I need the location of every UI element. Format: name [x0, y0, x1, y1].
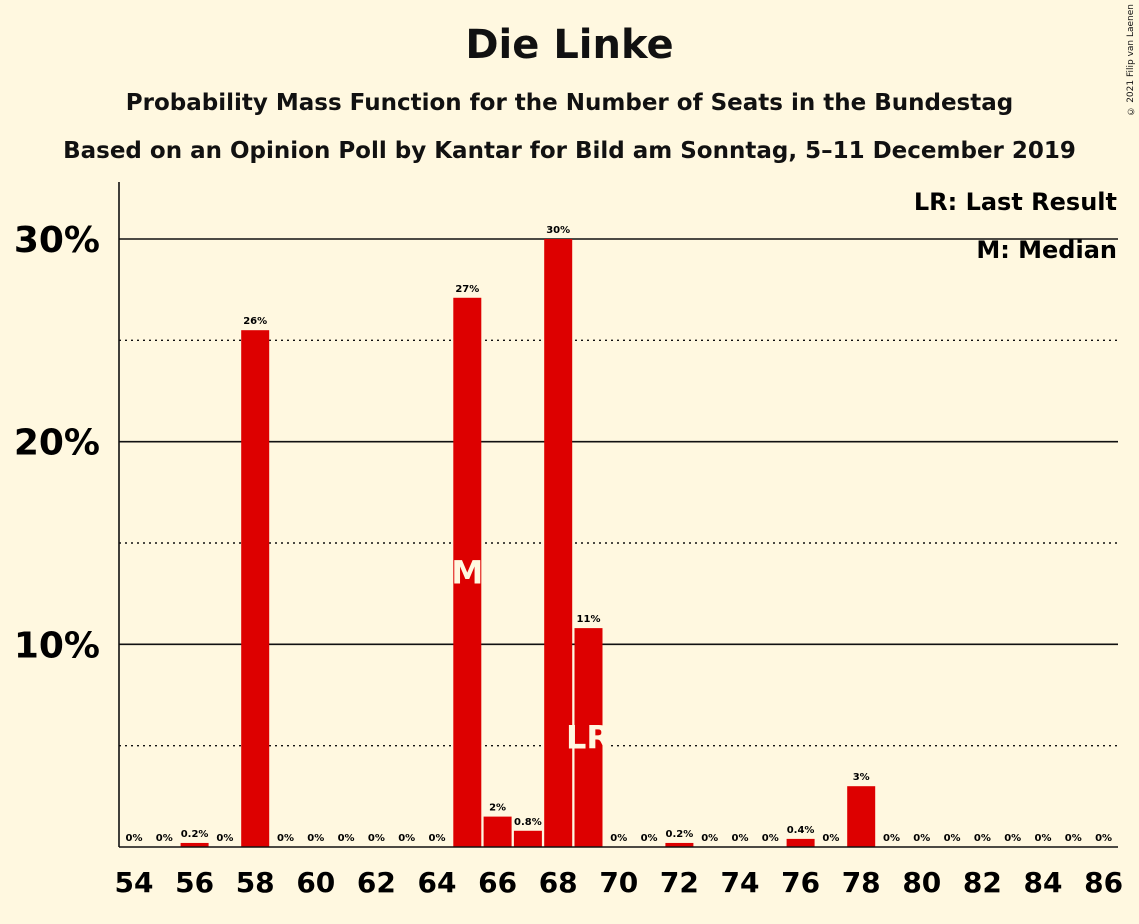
x-tick-label: 70 [599, 866, 638, 899]
data-label: 0% [368, 833, 385, 844]
bar [483, 816, 512, 847]
bar [180, 842, 209, 847]
data-label: 0% [156, 833, 173, 844]
x-tick-label: 64 [418, 866, 457, 899]
x-tick-label: 80 [902, 866, 941, 899]
bar [544, 239, 573, 847]
last-result-marker: LR [566, 719, 611, 757]
data-label: 0% [1035, 833, 1052, 844]
bar [453, 297, 482, 848]
bar [241, 330, 270, 847]
data-label: 0.2% [666, 829, 694, 840]
legend-entry: M: Median [976, 236, 1117, 264]
x-tick-label: 82 [963, 866, 1002, 899]
data-label: 30% [546, 225, 570, 236]
data-label: 0% [913, 833, 930, 844]
chart-subtitle: Probability Mass Function for the Number… [125, 90, 1014, 116]
data-label: 0% [338, 833, 355, 844]
y-tick-label: 10% [14, 625, 100, 666]
data-label: 0% [732, 833, 749, 844]
data-label: 0% [216, 833, 233, 844]
x-tick-label: 76 [781, 866, 820, 899]
chart-title: Die Linke [465, 22, 674, 68]
x-tick-label: 86 [1084, 866, 1123, 899]
x-tick-label: 60 [296, 866, 335, 899]
data-label: 0% [883, 833, 900, 844]
bar [665, 842, 694, 847]
data-label: 0% [126, 833, 143, 844]
data-label: 0% [429, 833, 446, 844]
x-tick-label: 54 [115, 866, 154, 899]
y-tick-label: 30% [14, 220, 100, 261]
x-tick-label: 56 [175, 866, 214, 899]
data-label: 0.2% [181, 829, 209, 840]
x-tick-label: 72 [660, 866, 699, 899]
data-label: 11% [577, 614, 601, 625]
data-label: 0.4% [787, 825, 815, 836]
y-tick-label: 20% [14, 423, 100, 464]
data-label: 2% [489, 803, 506, 814]
data-label: 0% [762, 833, 779, 844]
data-label: 0% [944, 833, 961, 844]
data-label: 0% [610, 833, 627, 844]
data-label: 0% [307, 833, 324, 844]
x-tick-label: 74 [721, 866, 760, 899]
data-label: 0% [701, 833, 718, 844]
data-label: 0.8% [514, 817, 542, 828]
data-label: 0% [398, 833, 415, 844]
data-label: 0% [974, 833, 991, 844]
x-tick-label: 84 [1024, 866, 1063, 899]
data-label: 0% [1065, 833, 1082, 844]
median-marker: M [451, 553, 483, 591]
x-tick-label: 68 [539, 866, 578, 899]
data-label: 3% [853, 772, 870, 783]
data-label: 27% [455, 284, 479, 295]
x-tick-label: 58 [236, 866, 275, 899]
data-label: 26% [243, 316, 267, 327]
bar [513, 830, 542, 847]
x-tick-label: 78 [842, 866, 881, 899]
bar [574, 628, 603, 847]
x-tick-label: 66 [478, 866, 517, 899]
data-label: 0% [1095, 833, 1112, 844]
bar [786, 838, 815, 847]
x-tick-label: 62 [357, 866, 396, 899]
data-label: 0% [641, 833, 658, 844]
bar [847, 786, 876, 847]
data-label: 0% [1004, 833, 1021, 844]
data-label: 0% [822, 833, 839, 844]
legend-entry: LR: Last Result [914, 188, 1117, 216]
data-label: 0% [277, 833, 294, 844]
chart-subtitle-source: Based on an Opinion Poll by Kantar for B… [63, 138, 1076, 164]
